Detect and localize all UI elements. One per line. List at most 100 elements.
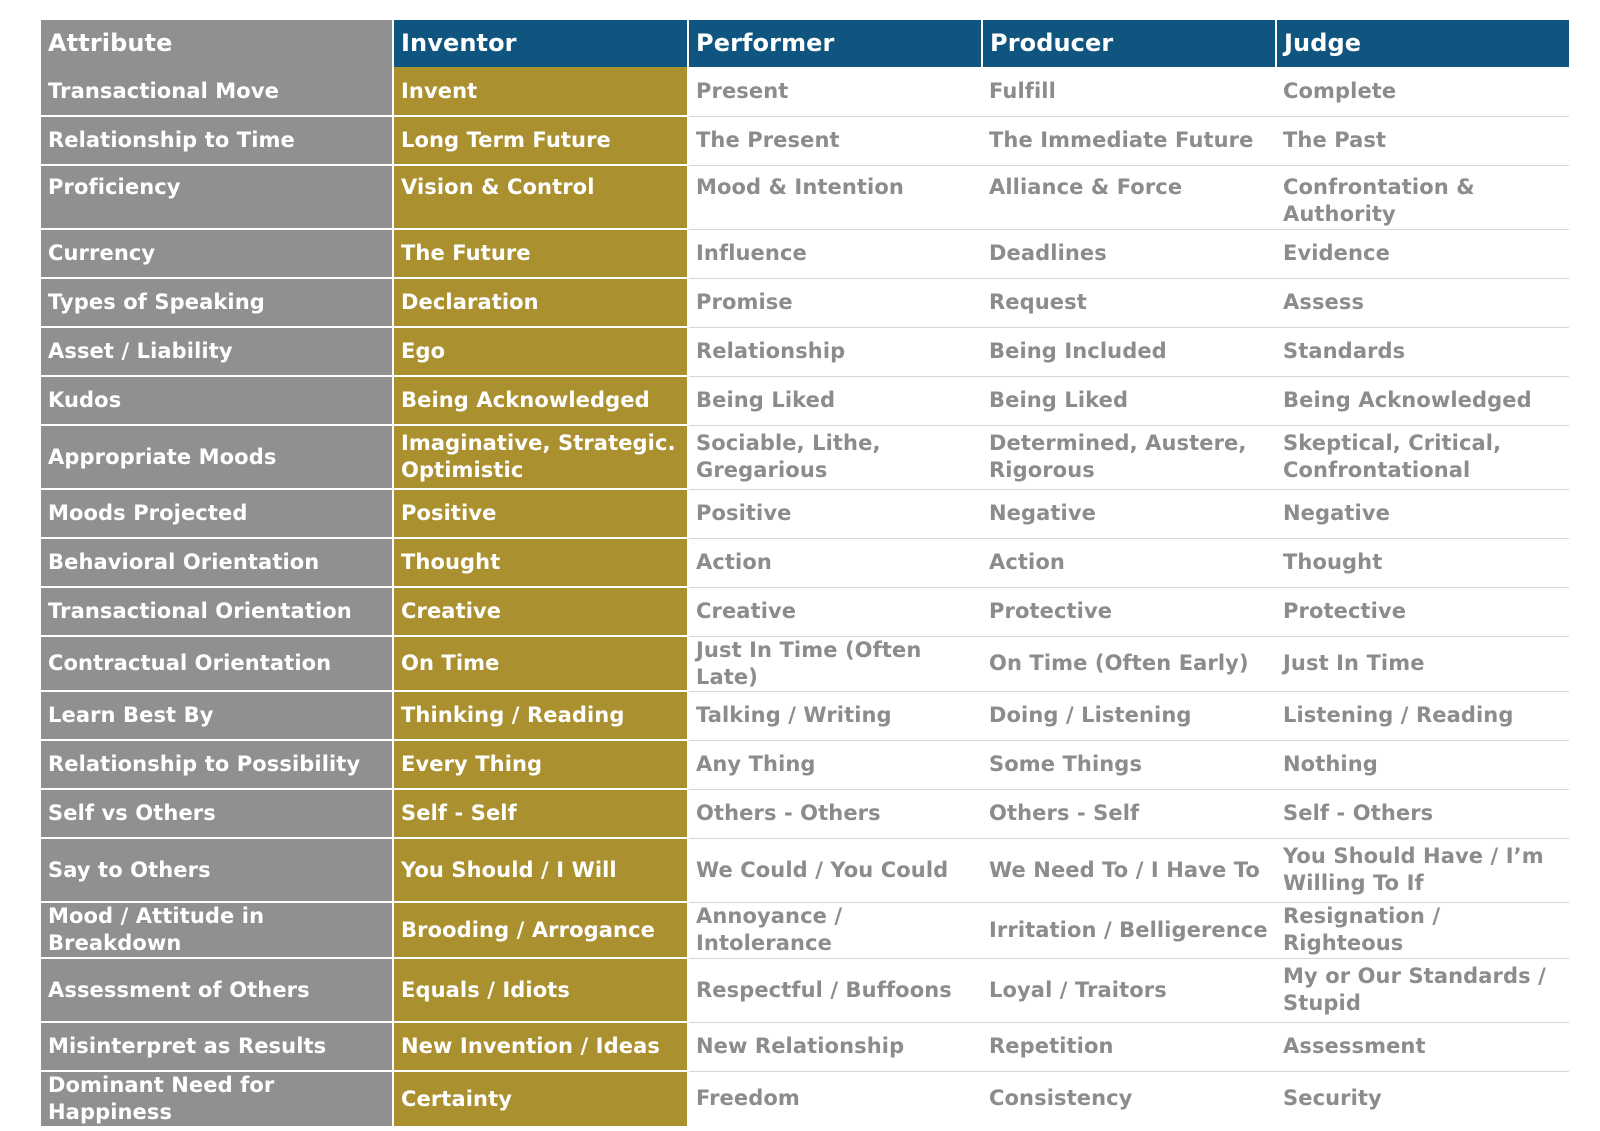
attribute-cell: Types of Speaking — [41, 278, 394, 328]
table-row: Behavioral Orientation Thought Action Ac… — [41, 538, 1569, 588]
inventor-cell: Brooding / Arrogance — [393, 902, 689, 959]
producer-cell: Protective — [982, 587, 1276, 637]
attribute-cell: Kudos — [41, 376, 394, 426]
judge-cell: Security — [1283, 1086, 1382, 1111]
performer-cell: Respectful / Buffoons — [688, 958, 982, 1023]
header-performer: Performer — [688, 20, 983, 67]
attribute-cell: Moods Projected — [41, 489, 394, 539]
table-row: Proficiency Vision & Control Mood & Inte… — [41, 165, 1569, 230]
table-row: Asset / Liability Ego Relationship Being… — [41, 327, 1569, 377]
attribute-cell: Misinterpret as Results — [41, 1022, 394, 1072]
producer-cell: Action — [982, 538, 1276, 588]
inventor-cell: On Time — [393, 636, 689, 692]
attribute-cell: Currency — [41, 229, 394, 279]
producer-cell: Consistency — [989, 1086, 1133, 1111]
attribute-cell: Asset / Liability — [41, 327, 394, 377]
producer-cell: Repetition — [982, 1022, 1276, 1072]
producer-cell: Being Liked — [982, 376, 1276, 426]
producer-cell: Deadlines — [982, 229, 1276, 279]
inventor-cell: Equals / Idiots — [393, 958, 689, 1023]
inventor-cell: You Should / I Will — [393, 838, 689, 903]
judge-cell: Protective — [1276, 587, 1569, 637]
performer-cell: Being Liked — [688, 376, 982, 426]
inventor-cell: Creative — [393, 587, 689, 637]
judge-cell: My or Our Standards / Stupid — [1276, 958, 1569, 1023]
attribute-cell: Learn Best By — [41, 691, 394, 741]
performer-cell: Relationship — [688, 327, 982, 377]
judge-cell: Skeptical, Critical, Confrontational — [1276, 425, 1569, 490]
performer-cell: New Relationship — [688, 1022, 982, 1072]
producer-cell: Doing / Listening — [982, 691, 1276, 741]
performer-cell: Present — [688, 67, 982, 117]
table-row: Moods Projected Positive Positive Negati… — [41, 489, 1569, 539]
attribute-cell: Dominant Need for Happiness — [41, 1071, 394, 1126]
table-row: Dominant Need for Happiness Certainty Fr… — [41, 1071, 1569, 1126]
inventor-cell: The Future — [393, 229, 689, 279]
attribute-cell: Say to Others — [41, 838, 394, 903]
table-row: Contractual Orientation On Time Just In … — [41, 636, 1569, 692]
performer-cell: We Could / You Could — [688, 838, 982, 903]
judge-cell: Just In Time — [1276, 636, 1569, 692]
header-judge: Judge — [1276, 20, 1569, 67]
role-attributes-table: Attribute Inventor Performer Producer Ju… — [41, 20, 1569, 1126]
producer-cell: Others - Self — [982, 789, 1276, 839]
judge-cell: You Should Have / I’m Willing To If — [1276, 838, 1569, 903]
producer-cell: Determined, Austere, Rigorous — [982, 425, 1276, 490]
performer-cell: The Present — [688, 116, 982, 166]
producer-cell: On Time (Often Early) — [982, 636, 1276, 692]
inventor-cell: Ego — [393, 327, 689, 377]
performer-cell: Creative — [688, 587, 982, 637]
performer-cell: Talking / Writing — [688, 691, 982, 741]
producer-cell: We Need To / I Have To — [982, 838, 1276, 903]
inventor-cell: Declaration — [393, 278, 689, 328]
performer-cell: Just In Time (Often Late) — [688, 636, 982, 692]
performer-cell: Mood & Intention — [688, 165, 982, 230]
performer-cell: Annoyance / Intolerance — [688, 902, 982, 959]
attribute-cell: Transactional Move — [41, 67, 394, 117]
table-row: Transactional Move Invent Present Fulfil… — [41, 67, 1569, 117]
inventor-cell: Thinking / Reading — [393, 691, 689, 741]
attribute-cell: Contractual Orientation — [41, 636, 394, 692]
producer-cell: Irritation / Belligerence — [982, 902, 1276, 959]
table-row: Mood / Attitude in Breakdown Brooding / … — [41, 902, 1569, 959]
inventor-cell: Long Term Future — [393, 116, 689, 166]
performer-cell: Freedom — [696, 1086, 800, 1111]
table-row: Relationship to Time Long Term Future Th… — [41, 116, 1569, 166]
producer-cell: Request — [982, 278, 1276, 328]
performer-cell: Positive — [688, 489, 982, 539]
attribute-cell: Relationship to Possibility — [41, 740, 394, 790]
judge-cell: Assessment — [1276, 1022, 1569, 1072]
performer-cell: Others - Others — [688, 789, 982, 839]
table-row: Kudos Being Acknowledged Being Liked Bei… — [41, 376, 1569, 426]
inventor-cell: New Invention / Ideas — [393, 1022, 689, 1072]
inventor-cell: Invent — [393, 67, 689, 117]
judge-cell: Nothing — [1276, 740, 1569, 790]
judge-cell: Listening / Reading — [1276, 691, 1569, 741]
table-row: Types of Speaking Declaration Promise Re… — [41, 278, 1569, 328]
table-row: Self vs Others Self - Self Others - Othe… — [41, 789, 1569, 839]
producer-cell: Being Included — [982, 327, 1276, 377]
inventor-cell: Vision & Control — [393, 165, 689, 230]
attribute-cell: Self vs Others — [41, 789, 394, 839]
inventor-cell: Self - Self — [393, 789, 689, 839]
inventor-cell: Imaginative, Strategic. Optimistic — [393, 425, 689, 490]
inventor-cell: Certainty — [393, 1071, 689, 1126]
table-row: Transactional Orientation Creative Creat… — [41, 587, 1569, 637]
attribute-cell: Mood / Attitude in Breakdown — [41, 902, 394, 959]
inventor-cell: Every Thing — [393, 740, 689, 790]
table-row: Learn Best By Thinking / Reading Talking… — [41, 691, 1569, 741]
header-row: Attribute Inventor Performer Producer Ju… — [41, 20, 1569, 67]
judge-cell: Self - Others — [1276, 789, 1569, 839]
table-row: Assessment of Others Equals / Idiots Res… — [41, 958, 1569, 1023]
judge-cell: Evidence — [1276, 229, 1569, 279]
producer-cell: Some Things — [982, 740, 1276, 790]
judge-cell: The Past — [1276, 116, 1569, 166]
judge-cell: Negative — [1276, 489, 1569, 539]
inventor-cell: Positive — [393, 489, 689, 539]
judge-cell: Standards — [1276, 327, 1569, 377]
attribute-cell: Appropriate Moods — [41, 425, 394, 490]
judge-cell: Complete — [1276, 67, 1569, 117]
attribute-cell: Assessment of Others — [41, 958, 394, 1023]
producer-cell: The Immediate Future — [982, 116, 1276, 166]
producer-cell: Fulfill — [982, 67, 1276, 117]
